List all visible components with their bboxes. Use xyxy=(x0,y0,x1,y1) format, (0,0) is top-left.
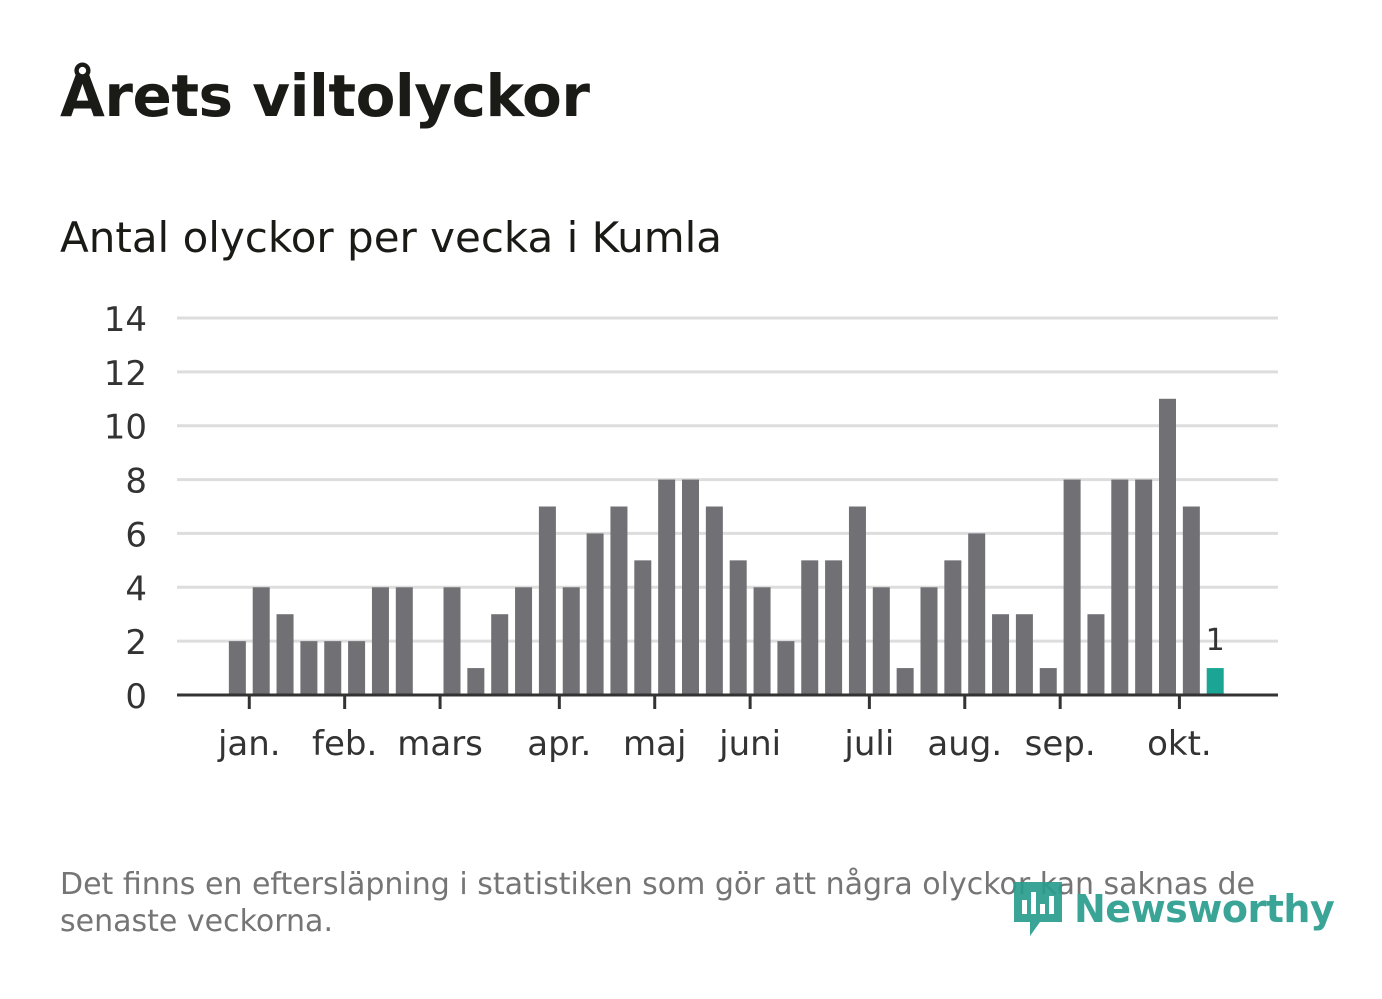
bar xyxy=(1039,668,1057,695)
bar xyxy=(1182,506,1200,695)
bar-highlight xyxy=(1206,668,1224,695)
bar xyxy=(729,560,747,695)
x-tick-label: feb. xyxy=(312,724,377,764)
y-axis-labels: 0 2 4 6 8 10 12 14 xyxy=(104,300,147,717)
bar xyxy=(324,641,342,695)
bar xyxy=(896,668,914,695)
bar xyxy=(825,560,843,695)
y-tick-label: 14 xyxy=(104,300,147,340)
bar xyxy=(1063,479,1081,695)
bar xyxy=(1015,614,1033,695)
y-tick-label: 4 xyxy=(125,569,147,609)
brand-logo[interactable]: Newsworthy xyxy=(1012,878,1335,940)
x-tick-label: mars xyxy=(397,724,483,764)
bars xyxy=(228,398,1224,695)
bar xyxy=(777,641,795,695)
bar xyxy=(1087,614,1105,695)
bar xyxy=(920,587,938,695)
data-label: 1 xyxy=(1206,623,1225,658)
chart-title: Årets viltolyckor xyxy=(60,62,590,130)
bar xyxy=(562,587,580,695)
bar xyxy=(371,587,389,695)
bar xyxy=(443,587,461,695)
bar-chart: 0 2 4 6 8 10 12 14 jan. feb. mars apr. maj juni juli a… xyxy=(104,300,1278,764)
bar xyxy=(586,533,604,695)
y-tick-label: 10 xyxy=(104,408,147,448)
bar xyxy=(228,641,246,695)
bar xyxy=(682,479,699,695)
bar xyxy=(848,506,866,695)
x-tick-label: juni xyxy=(718,724,781,764)
x-tick-label: okt. xyxy=(1147,724,1212,764)
bar xyxy=(276,614,294,695)
chart-subtitle: Antal olyckor per vecka i Kumla xyxy=(60,213,723,262)
x-tick-label: jan. xyxy=(217,724,281,764)
y-tick-label: 2 xyxy=(125,623,147,663)
bar xyxy=(944,560,962,695)
newsworthy-logo-icon xyxy=(1014,882,1062,936)
bar xyxy=(300,641,318,695)
bar xyxy=(753,587,771,695)
bar xyxy=(1111,479,1129,695)
x-tick-label: sep. xyxy=(1025,724,1096,764)
brand-name: Newsworthy xyxy=(1074,887,1335,931)
bar xyxy=(1159,398,1176,695)
bar xyxy=(348,641,366,695)
bar xyxy=(801,560,819,695)
bar xyxy=(610,506,628,695)
bar xyxy=(395,587,413,695)
x-tick-label: aug. xyxy=(927,724,1002,764)
y-tick-label: 0 xyxy=(125,677,147,717)
bar xyxy=(1135,479,1153,695)
y-tick-label: 12 xyxy=(104,354,147,394)
x-axis xyxy=(177,693,1278,709)
bar xyxy=(538,506,556,695)
bar xyxy=(872,587,890,695)
bar xyxy=(705,506,723,695)
x-tick-label: maj xyxy=(623,724,686,764)
bar xyxy=(658,479,676,695)
bar xyxy=(467,668,485,695)
bar xyxy=(968,533,986,695)
x-tick-label: apr. xyxy=(527,724,591,764)
bar xyxy=(491,614,509,695)
y-tick-label: 6 xyxy=(125,515,147,555)
x-axis-labels: jan. feb. mars apr. maj juni juli aug. sep. okt. xyxy=(217,724,1212,764)
bar xyxy=(252,587,270,695)
bar xyxy=(634,560,652,695)
data-labels: 1 xyxy=(1206,623,1225,658)
y-tick-label: 8 xyxy=(125,462,147,502)
bar xyxy=(992,614,1010,695)
x-tick-label: juli xyxy=(843,724,894,764)
bar xyxy=(515,587,533,695)
